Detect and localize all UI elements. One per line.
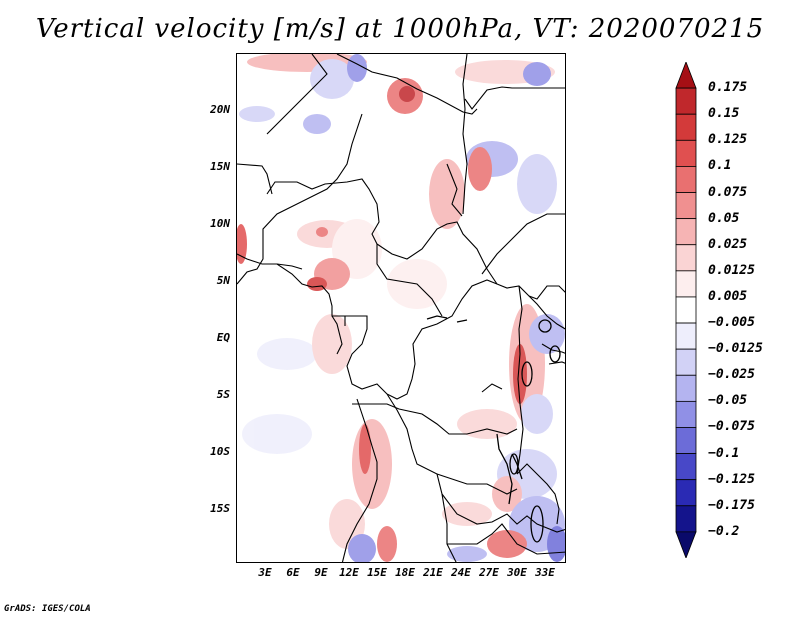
lon-label-6e: 6E [286,566,300,579]
colorbar-label: −0.2 [708,523,740,539]
colorbar-segment [675,374,697,402]
colorbar-segment [675,400,697,428]
map-panel [236,53,566,563]
lat-label-eq: EQ [216,331,230,344]
lat-label-15n: 15N [210,160,230,173]
colorbar-segment [675,479,697,507]
lon-label-18e: 18E [395,566,415,579]
colorbar-label: 0.05 [708,210,740,226]
colorbar-label: −0.125 [708,471,755,487]
lat-label-15s: 15S [210,502,230,515]
colorbar-segment [675,218,697,246]
colorbar-label: 0.005 [708,288,748,304]
colorbar-label: 0.0125 [708,262,755,278]
colorbar [675,62,697,558]
lon-label-21e: 21E [423,566,443,579]
map-title: Vertical velocity [m/s] at 1000hPa, VT: … [35,14,765,44]
colorbar-label: 0.15 [708,106,740,122]
colorbar-label: 0.175 [708,80,748,96]
colorbar-label: −0.0125 [708,341,763,357]
colorbar-label: −0.1 [708,445,740,461]
colorbar-label: 0.025 [708,236,748,252]
colorbar-segment [675,139,697,167]
country-borders [237,54,565,562]
lon-label-27e: 27E [479,566,499,579]
colorbar-segment [675,62,697,89]
colorbar-segment [675,113,697,141]
colorbar-segment [675,348,697,376]
colorbar-segment [675,270,697,298]
colorbar-label: −0.175 [708,497,755,513]
colorbar-segment [675,322,697,350]
lon-label-3e: 3E [258,566,272,579]
lon-label-33e: 33E [535,566,555,579]
velocity-shading [237,54,565,562]
colorbar-label: 0.125 [708,132,748,148]
lon-label-30e: 30E [507,566,527,579]
colorbar-label: −0.075 [708,419,755,435]
colorbar-segment [675,166,697,193]
lon-label-24e: 24E [451,566,471,579]
colorbar-segment [675,453,697,481]
lon-label-15e: 15E [367,566,387,579]
lakes [426,315,561,543]
lat-label-10s: 10S [210,445,230,458]
colorbar-label: −0.005 [708,315,755,331]
lon-label-9e: 9E [314,566,328,579]
colorbar-segment [675,87,697,115]
lat-label-10n: 10N [210,217,230,230]
colorbar-segment [675,192,697,220]
lon-label-12e: 12E [339,566,359,579]
lat-label-5n: 5N [216,274,230,287]
colorbar-segment [675,244,697,272]
colorbar-label: 0.1 [708,158,732,174]
credit-text: GrADS: IGES/COLA [4,604,91,614]
colorbar-segment [675,531,697,558]
colorbar-segment [675,505,697,533]
colorbar-label: −0.05 [708,393,748,409]
lat-label-5s: 5S [216,388,230,401]
vertical-velocity-field [237,54,565,562]
colorbar-segment [675,296,697,324]
colorbar-label: 0.075 [708,184,748,200]
colorbar-label: −0.025 [708,367,755,383]
colorbar-segment [675,427,697,454]
lat-label-20n: 20N [210,103,230,116]
